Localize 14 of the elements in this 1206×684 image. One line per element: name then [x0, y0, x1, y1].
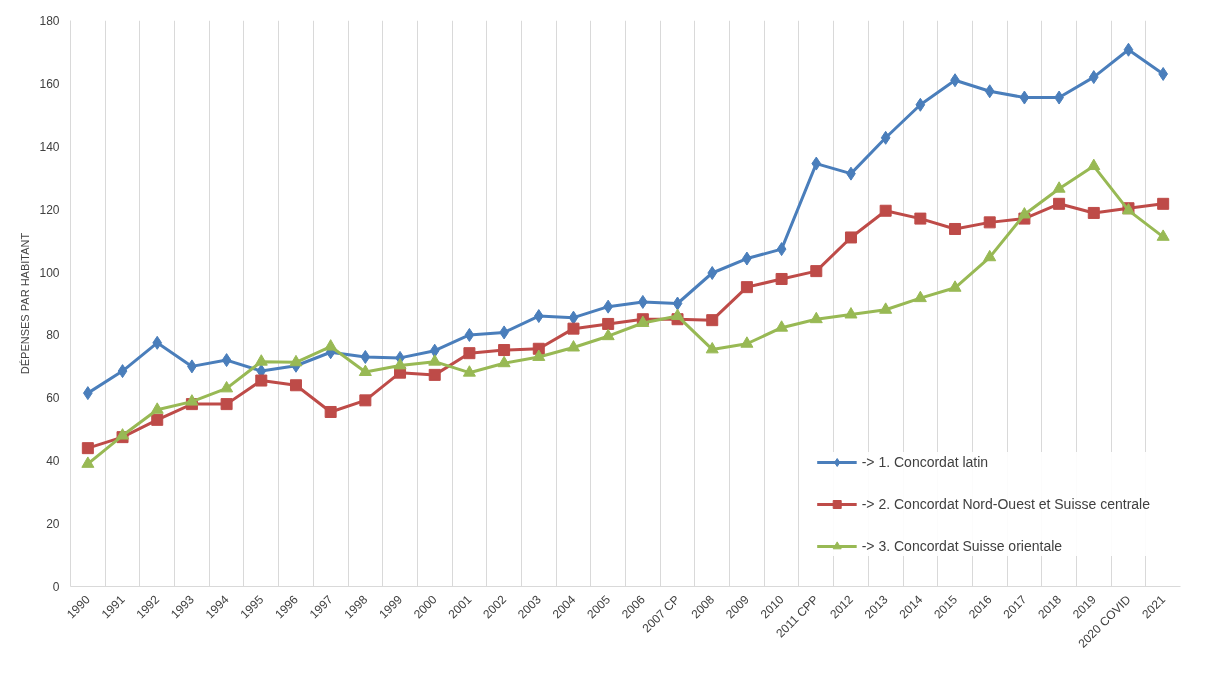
y-tick-label: 40	[46, 454, 60, 469]
legend-label: -> 2. Concordat Nord-Ouest et Suisse centrale	[861, 496, 1150, 512]
y-tick-label: 100	[39, 265, 60, 280]
y-tick-label: 180	[39, 14, 60, 28]
legend-label: -> 3. Concordat Suisse orientale	[861, 538, 1063, 554]
y-tick-label: 160	[39, 76, 60, 91]
y-tick-label: 140	[39, 139, 60, 154]
legend-label: -> 1. Concordat latin	[861, 454, 989, 470]
y-tick-label: 120	[39, 202, 60, 217]
y-tick-label: 20	[46, 517, 60, 532]
y-tick-label: 60	[46, 391, 60, 406]
y-tick-label: 80	[46, 328, 60, 343]
y-tick-label: 0	[52, 580, 60, 594]
y-axis-title: DÉPENSES PAR HABITANT	[19, 232, 32, 375]
